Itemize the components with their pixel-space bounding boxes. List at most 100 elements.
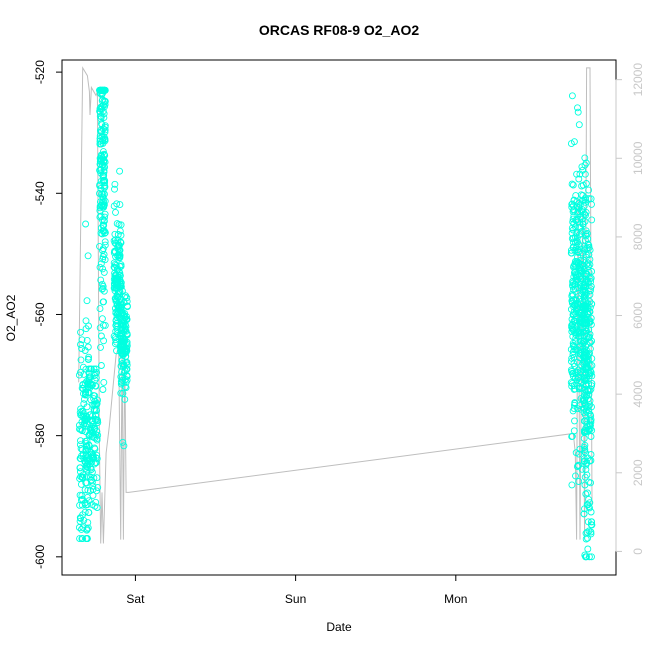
data-point xyxy=(98,315,106,323)
data-point xyxy=(81,347,89,354)
data-point xyxy=(581,368,589,376)
data-point xyxy=(584,334,592,342)
data-point xyxy=(77,356,85,364)
right-tick-label: 0 xyxy=(631,548,645,555)
data-point xyxy=(118,331,126,339)
data-point xyxy=(575,478,583,485)
data-point xyxy=(583,364,591,372)
data-point xyxy=(99,172,107,180)
data-point xyxy=(585,195,593,203)
data-point xyxy=(583,341,591,349)
data-point xyxy=(584,489,591,497)
data-point xyxy=(86,473,94,481)
data-point xyxy=(75,371,83,379)
right-tick-label: 6000 xyxy=(631,302,645,329)
data-point xyxy=(574,249,582,256)
data-point xyxy=(571,346,579,354)
data-point xyxy=(89,451,97,459)
data-point xyxy=(99,162,107,170)
data-point xyxy=(120,361,128,369)
data-point xyxy=(584,518,592,526)
data-point xyxy=(585,553,593,561)
data-point xyxy=(97,362,105,369)
data-point xyxy=(115,242,123,250)
data-point xyxy=(92,365,100,373)
data-point xyxy=(76,441,84,449)
data-point xyxy=(101,135,109,143)
data-point xyxy=(584,409,592,417)
series-line xyxy=(78,66,593,544)
data-point xyxy=(85,365,93,373)
data-point xyxy=(101,126,109,134)
data-point xyxy=(93,455,101,463)
left-tick-label: -580 xyxy=(33,423,47,447)
data-point xyxy=(99,284,107,292)
data-point xyxy=(100,168,108,176)
data-point xyxy=(89,454,96,462)
data-point xyxy=(92,498,100,506)
data-point xyxy=(582,196,590,204)
data-point xyxy=(574,108,582,116)
right-tick-label: 8000 xyxy=(631,223,645,250)
data-point xyxy=(79,524,87,532)
data-line-layer xyxy=(78,66,593,544)
data-point xyxy=(572,472,579,480)
data-point xyxy=(76,408,84,416)
data-point xyxy=(572,449,580,457)
data-point xyxy=(83,297,91,305)
data-point xyxy=(100,190,108,198)
data-point xyxy=(587,479,595,487)
x-tick-label: Sun xyxy=(285,592,306,606)
data-point xyxy=(584,235,592,243)
data-point xyxy=(101,163,109,171)
data-point xyxy=(119,389,127,397)
data-point xyxy=(569,320,576,328)
data-point xyxy=(76,535,84,543)
data-point xyxy=(570,197,578,205)
data-point xyxy=(90,474,98,482)
y-axis-label: O2_AO2 xyxy=(4,294,18,341)
data-point xyxy=(573,358,581,366)
data-point xyxy=(584,278,592,286)
data-point xyxy=(121,336,129,344)
data-point xyxy=(100,86,107,94)
data-point xyxy=(582,319,590,327)
data-point xyxy=(79,412,87,420)
data-point xyxy=(570,296,577,304)
data-point xyxy=(78,535,86,543)
data-point xyxy=(568,481,576,489)
data-point xyxy=(111,180,119,188)
data-point xyxy=(573,170,581,178)
x-axis: Sat Sun Mon xyxy=(126,574,467,606)
data-point xyxy=(588,200,595,208)
data-point xyxy=(96,112,104,120)
data-point xyxy=(117,373,125,381)
data-point xyxy=(99,386,107,393)
data-point xyxy=(583,362,591,370)
data-point xyxy=(100,298,108,306)
data-point xyxy=(582,180,590,187)
data-point xyxy=(586,345,594,353)
data-point xyxy=(586,339,594,347)
data-point xyxy=(117,389,125,397)
data-point xyxy=(81,486,89,494)
data-point xyxy=(118,287,126,295)
data-point xyxy=(568,180,576,188)
data-point xyxy=(100,173,107,181)
data-point xyxy=(587,530,595,538)
data-point xyxy=(96,198,104,206)
data-point xyxy=(582,283,589,291)
data-point xyxy=(101,98,109,106)
data-point xyxy=(121,310,129,318)
data-point xyxy=(78,345,86,352)
data-point xyxy=(79,473,87,481)
data-point xyxy=(97,343,104,351)
data-point xyxy=(116,227,124,235)
data-point xyxy=(581,400,589,407)
data-point xyxy=(568,92,576,100)
data-point xyxy=(578,249,586,257)
data-point xyxy=(586,499,594,507)
data-point xyxy=(569,215,577,223)
data-point xyxy=(115,221,123,228)
